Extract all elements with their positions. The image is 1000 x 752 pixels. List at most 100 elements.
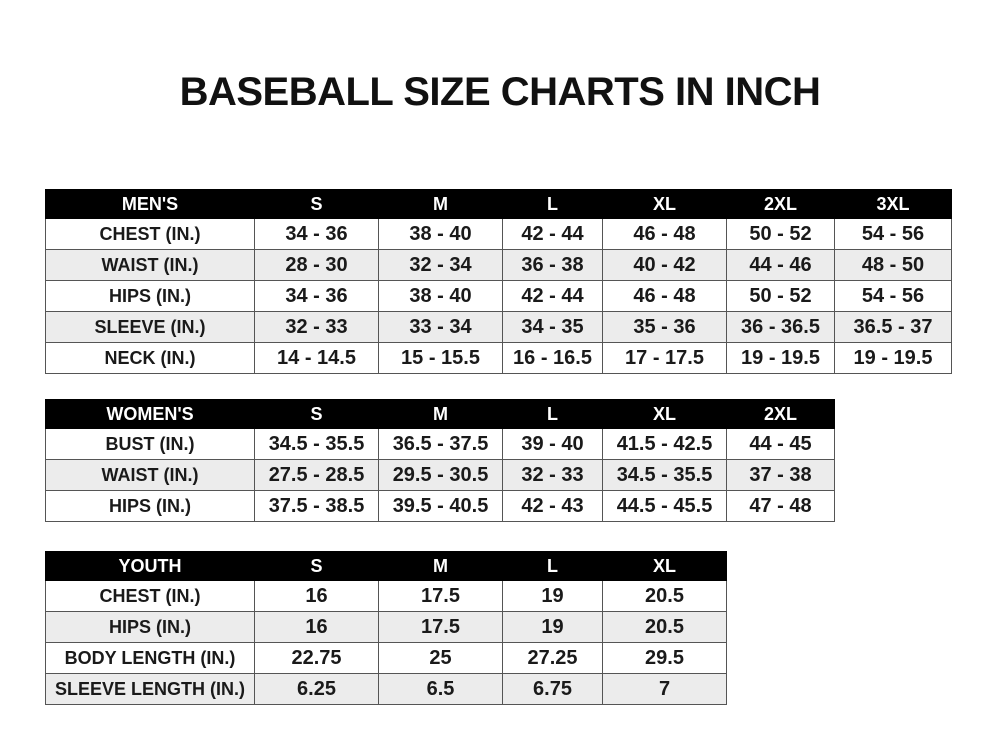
table-row: SLEEVE (IN.) 32 - 33 33 - 34 34 - 35 35 - 36… bbox=[45, 311, 952, 343]
table-row: NECK (IN.) 14 - 14.5 15 - 15.5 16 - 16.5 17 … bbox=[45, 342, 952, 374]
size-header: 2XL bbox=[726, 399, 835, 429]
size-value: 16 bbox=[254, 580, 379, 612]
header-row: YOUTH S M L XL bbox=[45, 551, 727, 581]
size-value: 17 - 17.5 bbox=[602, 342, 727, 374]
table-row: BUST (IN.) 34.5 - 35.5 36.5 - 37.5 39 - 40 4… bbox=[45, 428, 835, 460]
size-value: 50 - 52 bbox=[726, 218, 835, 250]
size-header: S bbox=[254, 399, 379, 429]
size-value: 17.5 bbox=[378, 580, 503, 612]
measurement-label: BUST (IN.) bbox=[45, 428, 255, 460]
table-row: HIPS (IN.) 34 - 36 38 - 40 42 - 44 46 - 48 50… bbox=[45, 280, 952, 312]
header-row: MEN'S S M L XL 2XL 3XL bbox=[45, 189, 952, 219]
size-value: 37.5 - 38.5 bbox=[254, 490, 379, 522]
table-row: BODY LENGTH (IN.) 22.75 25 27.25 29.5 bbox=[45, 642, 727, 674]
size-value: 25 bbox=[378, 642, 503, 674]
measurement-label: CHEST (IN.) bbox=[45, 580, 255, 612]
size-value: 29.5 - 30.5 bbox=[378, 459, 503, 491]
size-value: 46 - 48 bbox=[602, 218, 727, 250]
youth-size-table: YOUTH S M L XL CHEST (IN.) 16 17.5 19 20.5 HIPS (I… bbox=[45, 551, 727, 705]
measurement-label: NECK (IN.) bbox=[45, 342, 255, 374]
size-value: 34 - 36 bbox=[254, 280, 379, 312]
size-value: 42 - 44 bbox=[502, 218, 603, 250]
size-value: 16 bbox=[254, 611, 379, 643]
table-row: HIPS (IN.) 16 17.5 19 20.5 bbox=[45, 611, 727, 643]
size-value: 6.25 bbox=[254, 673, 379, 705]
size-value: 48 - 50 bbox=[834, 249, 952, 281]
measurement-label: SLEEVE (IN.) bbox=[45, 311, 255, 343]
size-value: 35 - 36 bbox=[602, 311, 727, 343]
size-value: 54 - 56 bbox=[834, 218, 952, 250]
size-value: 34.5 - 35.5 bbox=[602, 459, 727, 491]
measurement-label: WAIST (IN.) bbox=[45, 249, 255, 281]
measurement-label: HIPS (IN.) bbox=[45, 611, 255, 643]
size-value: 19 - 19.5 bbox=[726, 342, 835, 374]
size-header: 3XL bbox=[834, 189, 952, 219]
size-value: 15 - 15.5 bbox=[378, 342, 503, 374]
size-value: 27.25 bbox=[502, 642, 603, 674]
size-value: 54 - 56 bbox=[834, 280, 952, 312]
size-header: L bbox=[502, 399, 603, 429]
size-value: 28 - 30 bbox=[254, 249, 379, 281]
size-value: 36 - 36.5 bbox=[726, 311, 835, 343]
size-header: L bbox=[502, 551, 603, 581]
size-header: M bbox=[378, 189, 503, 219]
measurement-label: SLEEVE LENGTH (IN.) bbox=[45, 673, 255, 705]
size-value: 44 - 45 bbox=[726, 428, 835, 460]
size-value: 34 - 35 bbox=[502, 311, 603, 343]
size-value: 50 - 52 bbox=[726, 280, 835, 312]
womens-size-table: WOMEN'S S M L XL 2XL BUST (IN.) 34.5 - 35.5 36.5… bbox=[45, 399, 835, 522]
size-header: XL bbox=[602, 189, 727, 219]
size-value: 38 - 40 bbox=[378, 218, 503, 250]
size-value: 36.5 - 37.5 bbox=[378, 428, 503, 460]
size-header: XL bbox=[602, 399, 727, 429]
size-header: XL bbox=[602, 551, 727, 581]
mens-size-table: MEN'S S M L XL 2XL 3XL CHEST (IN.) 34 - 36 38 - 4… bbox=[45, 189, 952, 374]
size-header: S bbox=[254, 551, 379, 581]
size-header: S bbox=[254, 189, 379, 219]
size-value: 17.5 bbox=[378, 611, 503, 643]
size-value: 34 - 36 bbox=[254, 218, 379, 250]
size-value: 19 bbox=[502, 611, 603, 643]
size-value: 14 - 14.5 bbox=[254, 342, 379, 374]
size-value: 19 bbox=[502, 580, 603, 612]
size-value: 32 - 34 bbox=[378, 249, 503, 281]
size-value: 47 - 48 bbox=[726, 490, 835, 522]
size-value: 16 - 16.5 bbox=[502, 342, 603, 374]
measurement-label: WAIST (IN.) bbox=[45, 459, 255, 491]
size-value: 22.75 bbox=[254, 642, 379, 674]
table-row: WAIST (IN.) 27.5 - 28.5 29.5 - 30.5 32 - 33… bbox=[45, 459, 835, 491]
category-header: YOUTH bbox=[45, 551, 255, 581]
size-value: 36.5 - 37 bbox=[834, 311, 952, 343]
size-value: 36 - 38 bbox=[502, 249, 603, 281]
size-value: 29.5 bbox=[602, 642, 727, 674]
size-value: 39 - 40 bbox=[502, 428, 603, 460]
size-value: 7 bbox=[602, 673, 727, 705]
table-row: CHEST (IN.) 16 17.5 19 20.5 bbox=[45, 580, 727, 612]
category-header: MEN'S bbox=[45, 189, 255, 219]
page-title: BASEBALL SIZE CHARTS IN INCH bbox=[179, 70, 821, 114]
table-row: WAIST (IN.) 28 - 30 32 - 34 36 - 38 40 - 42 4… bbox=[45, 249, 952, 281]
measurement-label: HIPS (IN.) bbox=[45, 280, 255, 312]
measurement-label: BODY LENGTH (IN.) bbox=[45, 642, 255, 674]
measurement-label: HIPS (IN.) bbox=[45, 490, 255, 522]
size-header: M bbox=[378, 399, 503, 429]
size-value: 6.75 bbox=[502, 673, 603, 705]
header-row: WOMEN'S S M L XL 2XL bbox=[45, 399, 835, 429]
table-row: HIPS (IN.) 37.5 - 38.5 39.5 - 40.5 42 - 43 4… bbox=[45, 490, 835, 522]
size-value: 19 - 19.5 bbox=[834, 342, 952, 374]
size-value: 42 - 44 bbox=[502, 280, 603, 312]
table-row: CHEST (IN.) 34 - 36 38 - 40 42 - 44 46 - 48 5… bbox=[45, 218, 952, 250]
category-header: WOMEN'S bbox=[45, 399, 255, 429]
size-value: 42 - 43 bbox=[502, 490, 603, 522]
size-value: 32 - 33 bbox=[254, 311, 379, 343]
size-value: 38 - 40 bbox=[378, 280, 503, 312]
size-value: 40 - 42 bbox=[602, 249, 727, 281]
size-value: 6.5 bbox=[378, 673, 503, 705]
size-value: 32 - 33 bbox=[502, 459, 603, 491]
size-header: 2XL bbox=[726, 189, 835, 219]
size-value: 20.5 bbox=[602, 580, 727, 612]
size-value: 44.5 - 45.5 bbox=[602, 490, 727, 522]
size-value: 27.5 - 28.5 bbox=[254, 459, 379, 491]
size-value: 33 - 34 bbox=[378, 311, 503, 343]
size-value: 41.5 - 42.5 bbox=[602, 428, 727, 460]
